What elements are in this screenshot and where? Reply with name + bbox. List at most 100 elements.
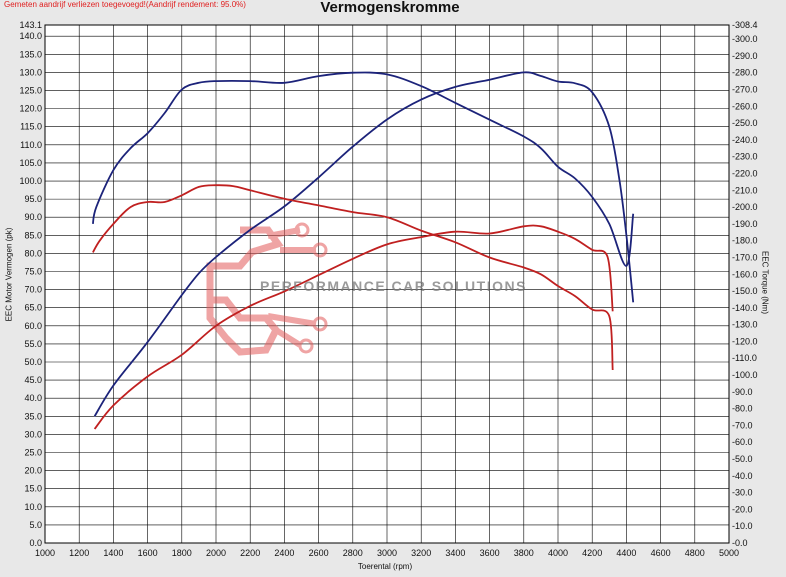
series-lines — [92, 71, 635, 430]
y-left-tick-label: 55.0 — [24, 339, 42, 349]
axes — [44, 24, 730, 544]
y-left-tick-label: 15.0 — [24, 484, 42, 494]
y-right-tick-label: -140.0 — [732, 303, 758, 313]
y-left-tick-label: 65.0 — [24, 303, 42, 313]
y-left-axis-ticks: 0.0 5.0 10.0 15.0 20.0 25.0 30.0 35.0 40.0 45.0 50… — [19, 20, 42, 548]
y-left-tick-label: 130.0 — [19, 67, 42, 77]
y-right-tick-label: -110.0 — [732, 353, 757, 363]
y-left-tick-label: 0.0 — [29, 538, 42, 548]
y-right-tick-label: -220.0 — [732, 168, 758, 178]
y-left-tick-label: 143.1 — [19, 20, 42, 30]
y-right-tick-label: -150.0 — [732, 286, 758, 296]
x-axis-title: Toerental (rpm) — [357, 562, 413, 571]
x-tick-label: 1800 — [172, 548, 192, 558]
logo-circle — [312, 316, 328, 332]
y-right-tick-label: -200.0 — [732, 202, 758, 212]
y-left-tick-label: 70.0 — [24, 285, 42, 295]
y-left-tick-label: 85.0 — [24, 230, 42, 240]
x-tick-label: 4800 — [685, 548, 705, 558]
y-right-tick-label: -190.0 — [732, 219, 758, 229]
y-right-tick-label: -70.0 — [732, 420, 753, 430]
y-right-tick-label: -240.0 — [732, 135, 758, 145]
x-tick-label: 1200 — [69, 548, 89, 558]
y-left-tick-label: 120.0 — [19, 104, 42, 114]
y-right-tick-label: -290.0 — [732, 51, 758, 61]
x-tick-label: 1400 — [103, 548, 123, 558]
x-tick-label: 1600 — [138, 548, 158, 558]
y-right-tick-label: -230.0 — [732, 152, 758, 162]
series-line-1 — [93, 71, 635, 417]
y-left-tick-label: 75.0 — [24, 267, 42, 277]
x-tick-label: 3800 — [514, 548, 534, 558]
y-right-tick-label: -270.0 — [732, 84, 758, 94]
y-right-tick-label: -30.0 — [732, 488, 753, 498]
x-tick-label: 4000 — [548, 548, 568, 558]
x-tick-label: 4600 — [651, 548, 671, 558]
y-left-tick-label: 95.0 — [24, 194, 42, 204]
y-right-tick-label: -90.0 — [732, 387, 753, 397]
y-left-tick-label: 10.0 — [24, 502, 42, 512]
y-right-tick-label: -60.0 — [732, 437, 753, 447]
y-right-tick-label: -170.0 — [732, 252, 758, 262]
drive-loss-note: Gemeten aandrijf verliezen toegevoegd!(A… — [4, 0, 246, 9]
x-tick-label: 4200 — [582, 548, 602, 558]
x-axis-ticks: 1000 1200 1400 1600 1800 2000 2200 2400 2600 2800… — [35, 548, 739, 558]
logo-circle — [312, 242, 328, 258]
y-right-tick-label: -180.0 — [732, 236, 758, 246]
x-tick-label: 3600 — [480, 548, 500, 558]
x-tick-label: 1000 — [35, 548, 55, 558]
y-left-tick-label: 25.0 — [24, 448, 42, 458]
y-left-tick-label: 80.0 — [24, 248, 42, 258]
y-left-tick-label: 105.0 — [19, 158, 42, 168]
y-left-tick-label: 115.0 — [20, 122, 42, 132]
x-tick-label: 2600 — [309, 548, 329, 558]
y-left-tick-label: 135.0 — [19, 49, 42, 59]
y-right-tick-label: -120.0 — [732, 336, 758, 346]
x-tick-label: 3200 — [411, 548, 431, 558]
y-right-tick-label: -40.0 — [732, 471, 753, 481]
y-right-tick-label: -260.0 — [732, 101, 758, 111]
y-left-tick-label: 50.0 — [24, 357, 42, 367]
y-left-tick-label: 140.0 — [19, 31, 42, 41]
y-right-tick-label: -0.0 — [732, 538, 748, 548]
y-right-tick-label: -160.0 — [732, 269, 758, 279]
plot-border — [44, 24, 730, 544]
y-right-tick-label: -50.0 — [732, 454, 753, 464]
x-tick-label: 2000 — [206, 548, 226, 558]
y-right-tick-label: -300.0 — [732, 34, 758, 44]
y-left-tick-label: 110.0 — [20, 140, 42, 150]
x-tick-label: 3400 — [445, 548, 465, 558]
y-left-tick-label: 35.0 — [24, 411, 42, 421]
y-left-tick-label: 30.0 — [24, 429, 42, 439]
logo-circle — [294, 222, 310, 238]
logo-circle — [298, 338, 314, 354]
x-tick-label: 2800 — [343, 548, 363, 558]
y-right-tick-label: -308.4 — [732, 20, 758, 30]
gear-logo-icon — [206, 226, 284, 356]
x-tick-label: 2200 — [240, 548, 260, 558]
y-right-tick-label: -80.0 — [732, 404, 753, 414]
y-left-tick-label: 40.0 — [24, 393, 42, 403]
x-tick-label: 5000 — [719, 548, 739, 558]
gear-logo-spokes — [267, 227, 317, 348]
y-right-axis-title: EEC Torque (Nm) — [760, 251, 770, 314]
watermark-logo — [206, 222, 328, 356]
y-left-axis-title: EEC Motor Vermogen (pk) — [4, 227, 14, 322]
y-right-axis-ticks: -0.0 -10.0 -20.0 -30.0 -40.0 -50.0 -60.0 -70.0 -… — [732, 20, 758, 548]
y-left-tick-label: 45.0 — [24, 375, 42, 385]
x-tick-label: 4400 — [616, 548, 636, 558]
y-right-tick-label: -280.0 — [732, 68, 758, 78]
y-right-tick-label: -20.0 — [732, 504, 753, 514]
y-right-tick-label: -210.0 — [732, 185, 758, 195]
x-tick-label: 3000 — [377, 548, 397, 558]
x-tick-label: 2400 — [274, 548, 294, 558]
chart-title: Vermogenskromme — [320, 0, 460, 16]
series-line-4 — [92, 184, 614, 371]
y-right-tick-label: -130.0 — [732, 320, 758, 330]
y-left-tick-label: 20.0 — [24, 466, 42, 476]
series-line-3 — [93, 224, 614, 430]
series-line-2 — [92, 71, 635, 267]
y-left-tick-label: 60.0 — [24, 321, 42, 331]
y-right-tick-label: -10.0 — [732, 521, 753, 531]
